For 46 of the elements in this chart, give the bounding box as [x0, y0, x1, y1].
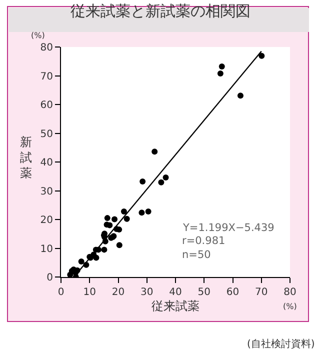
point — [112, 216, 118, 222]
point — [258, 52, 265, 59]
point — [67, 272, 74, 277]
point — [162, 174, 169, 181]
annotation: r=0.981 — [182, 235, 226, 247]
text: (自社検討資料) — [247, 338, 315, 350]
x-tick-label: 10 — [83, 287, 96, 298]
point — [218, 64, 225, 70]
point — [101, 246, 108, 253]
y-tick-label: 30 — [40, 186, 53, 198]
x-tick-label: 30 — [140, 287, 154, 298]
y-tick-label: 20 — [40, 215, 53, 226]
y-tick-label: 50 — [40, 128, 53, 140]
text: (%) — [31, 31, 45, 40]
y-tick-label: 10 — [40, 244, 53, 255]
point — [120, 208, 127, 214]
chart-title: 従来試薬と新試薬の相関図 — [70, 2, 250, 20]
x-tick-label: 20 — [112, 287, 125, 298]
x-tick-label: 70 — [255, 287, 268, 298]
point — [78, 258, 84, 264]
y-tick-label: 40 — [40, 158, 53, 168]
y-axis-title: 新試薬 — [20, 135, 32, 180]
y-tick-label: 80 — [40, 42, 53, 54]
x-tick-label: 60 — [226, 287, 240, 298]
point — [138, 210, 145, 216]
annotation: n=50 — [182, 249, 211, 261]
x-axis-title: 従来試薬 — [152, 298, 200, 313]
point — [124, 216, 130, 222]
y-tick-label: 60 — [40, 100, 53, 111]
point — [152, 148, 158, 155]
annotation: Y=1.199X−5.439 — [182, 222, 274, 234]
x-tick-label: 50 — [198, 287, 210, 298]
point — [116, 242, 122, 248]
text: (%) — [283, 302, 297, 311]
point — [104, 215, 110, 222]
x-tick-label: 0 — [58, 287, 64, 298]
x-tick-label: 40 — [169, 287, 182, 298]
point — [145, 208, 152, 214]
y-tick-label: 70 — [40, 71, 53, 82]
point — [217, 70, 224, 76]
point — [158, 179, 164, 186]
y-tick-label: 0 — [46, 272, 53, 284]
x-tick-label: 80 — [284, 287, 296, 298]
point — [93, 254, 100, 261]
point — [140, 178, 146, 185]
point — [237, 92, 244, 99]
